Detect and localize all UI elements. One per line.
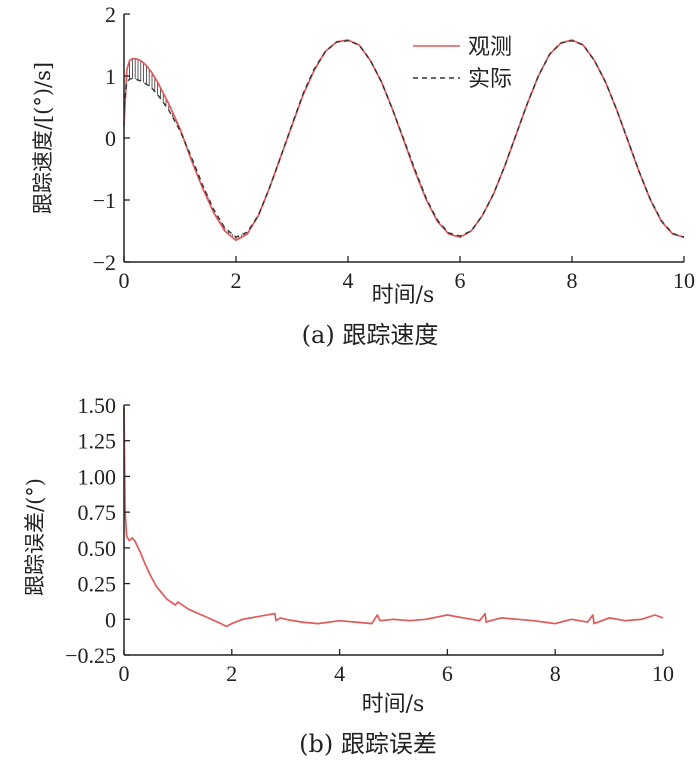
legend: 观测 实际 — [413, 35, 512, 92]
y-tick-label: 1.00 — [78, 464, 117, 489]
y-tick-label: 2 — [105, 2, 116, 27]
series-line-b-observed — [123, 407, 664, 628]
difference-hatching — [123, 58, 248, 241]
y-tick-label: 0 — [105, 126, 116, 151]
x-tick-label: 0 — [119, 268, 130, 293]
y-tick-label: −1 — [93, 188, 116, 213]
x-tick-label: 10 — [652, 661, 674, 686]
x-axis-label: 时间/s — [372, 283, 435, 308]
caption-b: (b) 跟踪误差 — [299, 730, 437, 758]
y-tick-label: 0 — [105, 607, 116, 632]
y-axis-label-b: 跟踪误差/(°) — [23, 478, 47, 596]
x-tick-label: 4 — [343, 268, 354, 293]
y-tick-label: 0.75 — [78, 500, 117, 525]
x-tick-label: 10 — [673, 268, 695, 293]
x-tick-label: 4 — [334, 661, 345, 686]
legend-label-observed: 观测 — [468, 35, 512, 60]
y-axis-label: 跟踪速度/[(°)/s] — [31, 62, 55, 214]
series-line-a-actual — [123, 40, 685, 238]
x-axis-label-b: 时间/s — [362, 692, 425, 717]
y-tick-label: 0.25 — [78, 572, 117, 597]
x-tick-label: 6 — [455, 268, 466, 293]
y-tick-label: −2 — [93, 250, 116, 275]
x-tick-label: 8 — [550, 661, 561, 686]
y-tick-label: 1.50 — [78, 393, 117, 418]
x-tick-label: 6 — [442, 661, 453, 686]
y-tick-label: 1.25 — [78, 429, 117, 454]
x-tick-label: 0 — [119, 661, 130, 686]
y-tick-label: 1 — [105, 64, 116, 89]
x-tick-label: 2 — [231, 268, 242, 293]
x-tick-label: 2 — [226, 661, 237, 686]
y-tick-label: 0.50 — [78, 536, 117, 561]
legend-label-actual: 实际 — [468, 67, 512, 92]
x-tick-label: 8 — [567, 268, 578, 293]
caption-a: (a) 跟踪速度 — [302, 321, 439, 349]
chart-tracking-speed: 0 2 4 6 8 10 −2 −1 0 1 2 时间/s 跟踪速度/[(°)/s] (a) 跟踪速… — [31, 2, 695, 349]
y-tick-label: −0.25 — [65, 643, 116, 668]
